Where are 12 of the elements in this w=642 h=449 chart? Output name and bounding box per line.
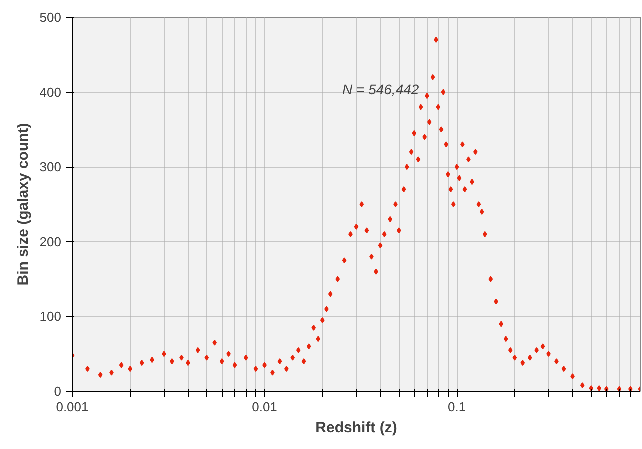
x-tick-label: 0.1 bbox=[448, 400, 466, 414]
x-axis-title: Redshift (z) bbox=[316, 420, 398, 436]
x-tick-label: 0.001 bbox=[56, 400, 89, 414]
y-tick-label: 400 bbox=[40, 84, 62, 100]
y-tick-label: 500 bbox=[40, 10, 62, 25]
y-tick-label: 200 bbox=[40, 234, 62, 250]
y-axis-title: Bin size (galaxy count) bbox=[14, 123, 32, 286]
x-tick-label: 0.01 bbox=[252, 400, 278, 414]
y-tick-label: 0 bbox=[54, 384, 62, 399]
annotation: N = 546,442 bbox=[342, 82, 420, 98]
y-tick-label: 100 bbox=[40, 309, 62, 324]
y-tick-label: 300 bbox=[40, 160, 62, 175]
